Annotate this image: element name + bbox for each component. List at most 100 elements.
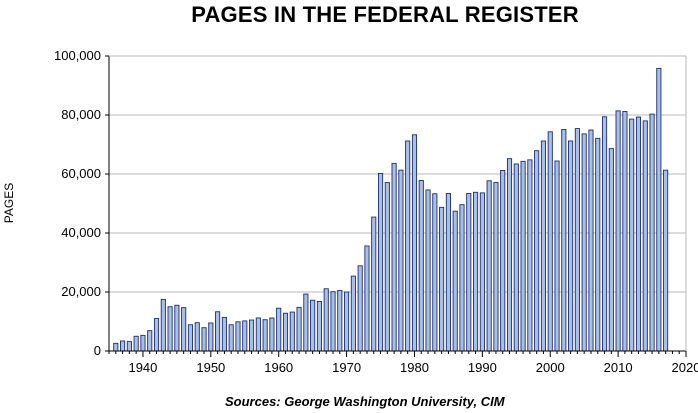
bar <box>140 334 146 352</box>
bar <box>622 111 628 352</box>
bar <box>248 319 255 352</box>
bar <box>276 307 282 352</box>
bar <box>554 160 560 352</box>
bar <box>167 306 173 352</box>
bar <box>221 316 227 352</box>
bar <box>527 159 533 352</box>
bar <box>629 118 635 352</box>
bar <box>194 322 200 352</box>
bar <box>520 160 526 352</box>
bar <box>377 172 384 352</box>
bar <box>459 204 465 352</box>
x-tick-label: 1940 <box>128 360 157 375</box>
bar <box>126 341 132 352</box>
bar <box>242 320 248 352</box>
y-tick-label: 100,000 <box>54 48 101 63</box>
x-tick-label: 2000 <box>536 360 565 375</box>
bar <box>608 148 614 352</box>
bar <box>405 140 411 352</box>
bar <box>153 318 160 352</box>
bar <box>228 324 234 352</box>
bar <box>398 169 404 352</box>
bar <box>466 193 472 352</box>
bar <box>635 116 642 352</box>
bar <box>201 327 207 352</box>
bar <box>452 210 458 352</box>
chart-title: PAGES IN THE FEDERAL REGISTER <box>191 2 579 27</box>
bar <box>642 120 648 352</box>
x-tick-label: 1950 <box>196 360 225 375</box>
bar <box>330 291 336 352</box>
bar <box>113 342 119 352</box>
bar <box>187 324 194 352</box>
bar <box>411 134 418 352</box>
bar <box>174 304 180 352</box>
bar <box>561 129 567 352</box>
source-note: Sources: George Washington University, C… <box>225 394 505 409</box>
x-tick-labels: 1940 1950 1960 1970 1980 1990 2000 2010 2020 <box>128 360 698 375</box>
bar <box>147 330 153 352</box>
bar <box>282 312 289 352</box>
y-tick-label: 80,000 <box>61 107 101 122</box>
bar <box>255 317 261 352</box>
bar <box>120 340 126 352</box>
x-tick-label: 1980 <box>400 360 429 375</box>
bar <box>663 169 669 352</box>
bar <box>357 265 363 352</box>
bar <box>649 113 655 352</box>
y-tick-label: 60,000 <box>61 166 101 181</box>
bar <box>316 300 322 352</box>
bar <box>595 137 601 352</box>
bar <box>289 311 295 352</box>
y-tick-label: 20,000 <box>61 284 101 299</box>
bar <box>208 322 214 352</box>
bar <box>500 170 506 352</box>
x-tick-label: 2020 <box>672 360 698 375</box>
bar <box>323 288 329 352</box>
x-tick-label: 1970 <box>332 360 361 375</box>
bar <box>588 129 594 352</box>
x-tick-label: 2010 <box>604 360 633 375</box>
y-axis-label: PAGES <box>2 183 16 223</box>
bar <box>656 67 662 352</box>
bar <box>296 306 302 352</box>
bar <box>479 192 485 352</box>
bar <box>160 298 166 352</box>
bar <box>568 140 574 352</box>
bar <box>391 162 397 352</box>
bar <box>384 182 390 352</box>
bar <box>310 299 316 352</box>
x-tick-label: 1960 <box>264 360 293 375</box>
bar <box>364 245 370 352</box>
bar <box>615 110 621 352</box>
bar <box>262 319 268 352</box>
y-tick-label: 40,000 <box>61 225 101 240</box>
bar <box>547 131 553 352</box>
bar <box>486 180 492 352</box>
y-tick-labels: 0 20,000 40,000 60,000 80,000 100,000 <box>54 48 101 358</box>
bar <box>133 335 139 352</box>
bar <box>581 133 587 352</box>
bar <box>418 180 424 352</box>
bar <box>574 128 580 352</box>
bar <box>344 291 350 352</box>
bar <box>215 311 221 352</box>
bar <box>269 317 275 352</box>
bar <box>350 275 356 352</box>
bar <box>513 163 519 352</box>
x-tick-label: 1990 <box>468 360 497 375</box>
y-tick-label: 0 <box>94 343 101 358</box>
bar <box>235 321 241 352</box>
bar <box>303 293 309 352</box>
axes <box>105 55 687 357</box>
bar-series <box>113 67 669 352</box>
bar <box>601 116 608 352</box>
bar <box>371 216 377 352</box>
bar <box>432 193 438 352</box>
bar <box>540 140 547 352</box>
bar <box>534 150 540 352</box>
bar <box>445 193 451 352</box>
bar <box>506 158 513 352</box>
bar <box>181 307 187 352</box>
